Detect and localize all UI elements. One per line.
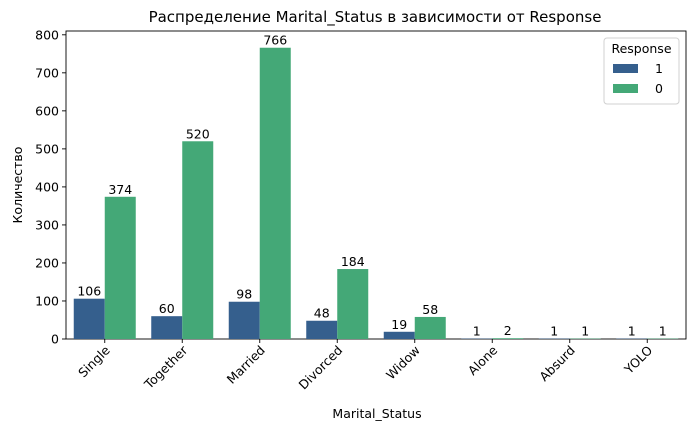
bar: [337, 269, 369, 339]
bar: [306, 320, 338, 339]
data-label: 1: [581, 324, 589, 339]
y-tick-label: 500: [35, 141, 59, 156]
data-label: 766: [263, 33, 287, 48]
bar: [383, 331, 415, 339]
y-tick-label: 0: [51, 332, 59, 347]
data-label: 1: [550, 324, 558, 339]
y-tick-label: 100: [35, 293, 59, 308]
x-tick-label: Together: [141, 342, 191, 392]
bar: [228, 301, 260, 339]
chart-title: Распределение Marital_Status в зависимос…: [149, 8, 602, 27]
data-label: 2: [504, 323, 512, 338]
legend-swatch: [613, 64, 638, 73]
bar: [414, 316, 446, 339]
bar: [151, 316, 183, 339]
bar: [182, 141, 214, 339]
data-label: 60: [159, 301, 175, 316]
x-tick-label: YOLO: [621, 342, 656, 377]
data-label: 184: [341, 254, 365, 269]
legend-swatch: [613, 84, 638, 93]
bar: [259, 47, 291, 339]
y-tick-label: 800: [35, 27, 59, 42]
x-axis-label: Marital_Status: [332, 406, 421, 421]
y-tick-label: 700: [35, 65, 59, 80]
x-tick-label: Absurd: [536, 343, 578, 385]
data-label: 98: [236, 287, 252, 302]
y-axis-label: Количество: [10, 147, 25, 224]
data-label: 106: [77, 284, 101, 299]
x-tick-label: Divorced: [296, 343, 346, 393]
y-tick-label: 300: [35, 217, 59, 232]
legend-title: Response: [611, 41, 671, 56]
data-label: 58: [422, 302, 438, 317]
data-label: 19: [391, 317, 407, 332]
x-tick-label: Single: [75, 342, 113, 380]
data-label: 1: [628, 324, 636, 339]
y-tick-label: 200: [35, 255, 59, 270]
data-label: 48: [314, 306, 330, 321]
x-tick-label: Widow: [383, 343, 423, 383]
data-label: 1: [659, 324, 667, 339]
bar: [492, 338, 524, 339]
legend: Response 1 0: [603, 37, 680, 105]
y-tick-label: 400: [35, 179, 59, 194]
data-label: 1: [473, 324, 481, 339]
x-tick-label: Alone: [465, 342, 501, 378]
plot-area: 0100200300400500600700800Single106374Tog…: [35, 27, 687, 393]
legend-entry: 1: [655, 61, 663, 76]
legend-entry: 0: [655, 81, 663, 96]
y-tick-label: 600: [35, 103, 59, 118]
bar: [73, 298, 105, 339]
bar: [104, 196, 136, 339]
data-label: 374: [108, 182, 132, 197]
x-tick-label: Married: [224, 343, 268, 387]
data-label: 520: [186, 126, 210, 141]
plot-frame: [65, 30, 687, 340]
